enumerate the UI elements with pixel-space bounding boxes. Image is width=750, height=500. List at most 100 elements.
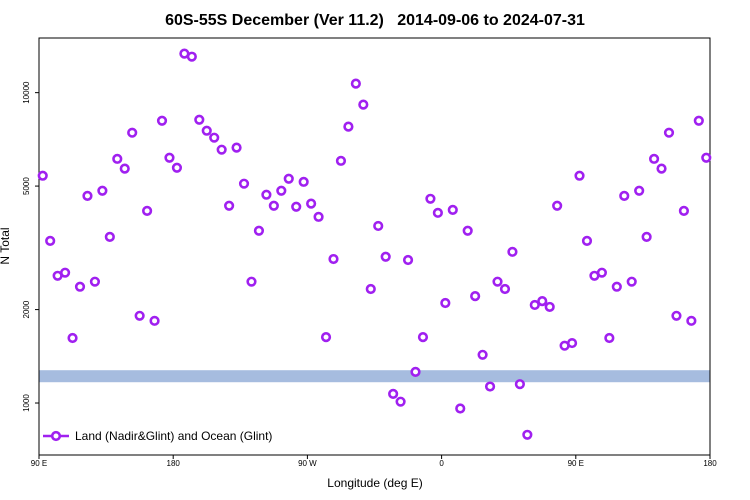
legend-marker <box>50 430 62 442</box>
point <box>82 190 93 201</box>
y-axis-label: N Total <box>0 227 12 264</box>
chart-title: 60S-55S December (Ver 11.2) 2014-09-06 t… <box>165 12 585 29</box>
y-tick-label: 5000 <box>22 177 31 195</box>
point <box>544 301 555 313</box>
point <box>134 310 145 321</box>
point <box>283 173 294 184</box>
point <box>663 127 675 138</box>
point <box>291 201 302 212</box>
point <box>112 153 123 164</box>
point <box>410 366 421 377</box>
point <box>373 220 384 232</box>
x-tick-label: 90 W <box>298 459 317 468</box>
point <box>388 388 399 399</box>
y-tick-label: 2000 <box>22 300 31 318</box>
point <box>164 152 175 163</box>
point <box>268 200 279 211</box>
point <box>276 185 287 196</box>
point <box>425 193 436 204</box>
point <box>194 114 205 125</box>
point <box>447 204 458 216</box>
point <box>656 163 667 174</box>
x-tick-label: 180 <box>167 459 181 468</box>
point <box>231 142 242 153</box>
point <box>45 235 56 246</box>
x-tick-label: 180 <box>703 459 717 468</box>
point <box>365 283 376 295</box>
point <box>552 200 563 211</box>
point <box>455 403 466 414</box>
point <box>581 235 593 246</box>
point <box>238 178 250 189</box>
point <box>246 276 257 287</box>
point <box>432 207 443 218</box>
point <box>701 152 712 163</box>
point <box>380 251 391 262</box>
point <box>641 231 652 242</box>
point <box>529 299 540 311</box>
plot-frame <box>38 37 711 456</box>
point <box>253 225 265 236</box>
point <box>37 170 48 181</box>
x-tick-label: 0 <box>439 459 444 468</box>
point <box>171 162 183 173</box>
point <box>186 51 197 62</box>
point <box>417 332 429 343</box>
point <box>514 379 525 390</box>
point <box>492 276 503 287</box>
point <box>127 127 138 138</box>
point <box>395 396 406 407</box>
point <box>209 132 220 143</box>
point <box>626 276 637 287</box>
point <box>59 267 71 278</box>
point <box>156 115 168 126</box>
point <box>402 254 414 266</box>
point <box>678 205 690 216</box>
band <box>39 370 710 383</box>
point <box>335 155 347 166</box>
point <box>470 291 481 302</box>
point <box>216 144 227 155</box>
point <box>596 267 607 278</box>
point <box>89 276 101 287</box>
point <box>67 332 78 344</box>
point <box>261 189 272 200</box>
point <box>74 281 86 292</box>
y-tick-label: 10000 <box>22 81 31 104</box>
x-tick-label: 90 E <box>31 459 47 468</box>
point <box>477 349 488 360</box>
point <box>619 190 630 201</box>
point <box>440 297 451 309</box>
point <box>522 429 533 440</box>
point <box>201 125 212 136</box>
point <box>611 281 622 292</box>
legend-label: Land (Nadir&Glint) and Ocean (Glint) <box>75 429 272 443</box>
point <box>507 246 518 257</box>
point <box>693 115 704 126</box>
point <box>634 185 645 196</box>
point <box>149 315 160 326</box>
point <box>328 253 339 265</box>
point <box>104 231 115 242</box>
point <box>671 310 682 321</box>
point <box>484 381 496 392</box>
point <box>142 205 153 216</box>
point <box>119 163 130 174</box>
point <box>566 337 578 349</box>
point <box>298 176 309 187</box>
point <box>350 78 361 89</box>
point <box>343 121 354 132</box>
x-tick-label: 90 E <box>568 459 584 468</box>
point <box>537 295 548 307</box>
point <box>462 225 473 236</box>
point <box>358 99 369 110</box>
point <box>224 200 235 211</box>
point <box>574 170 585 181</box>
point <box>686 315 697 326</box>
point <box>320 332 332 343</box>
point <box>648 153 660 164</box>
y-tick-label: 1000 <box>22 394 31 412</box>
point <box>306 198 317 209</box>
point <box>97 185 108 196</box>
